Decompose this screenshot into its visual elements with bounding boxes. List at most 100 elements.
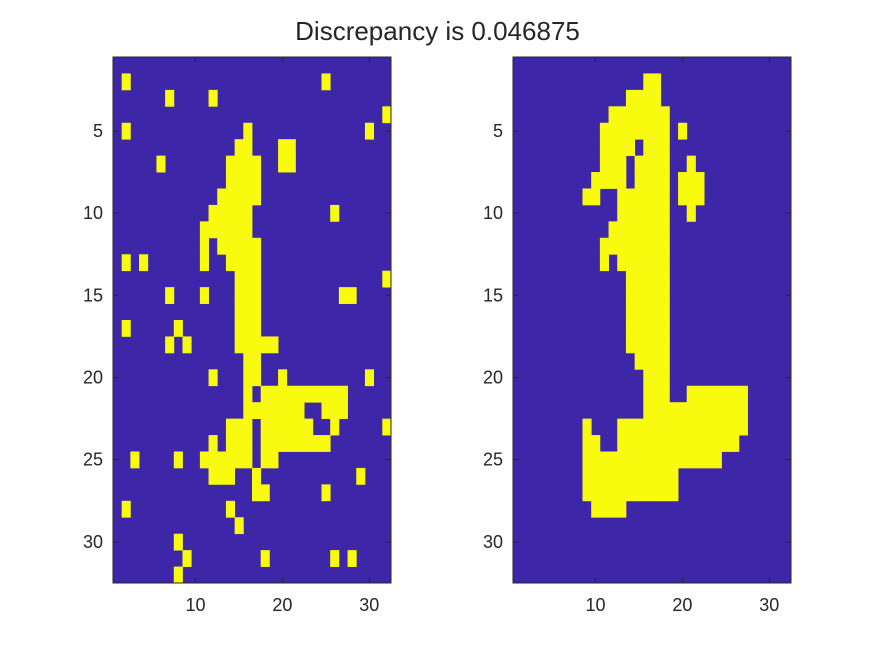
heatmap-cell (686, 204, 696, 222)
heatmap-cell (625, 89, 662, 107)
y-tick-label: 25 (483, 450, 503, 470)
heatmap-cell (225, 500, 236, 518)
heatmap-cell (338, 287, 357, 304)
y-tick-label: 20 (83, 368, 103, 388)
heatmap-cell (156, 155, 166, 173)
heatmap-cell (234, 270, 262, 288)
right-axes-frame (512, 56, 792, 584)
heatmap-cell (182, 336, 192, 354)
heatmap-cell (208, 89, 218, 107)
x-tick-label: 30 (359, 595, 379, 615)
heatmap-cell (225, 418, 253, 436)
heatmap-cell (243, 369, 262, 387)
heatmap-cell (617, 418, 748, 436)
heatmap-cell (625, 270, 670, 288)
heatmap-cell (260, 451, 279, 469)
heatmap-cell (260, 550, 270, 567)
heatmap-cell (252, 484, 270, 502)
heatmap-cell (582, 484, 679, 502)
heatmap-cell (582, 435, 601, 452)
heatmap-cell (121, 320, 131, 337)
heatmap-cell (121, 500, 131, 518)
y-tick-label: 25 (83, 450, 103, 470)
right-heatmap-cells (582, 73, 748, 518)
heatmap-cell (260, 418, 314, 436)
heatmap-cell (278, 155, 296, 173)
heatmap-cell (234, 139, 253, 157)
heatmap-cell (243, 402, 305, 420)
heatmap-cell (321, 73, 331, 91)
heatmap-cell (617, 435, 740, 452)
y-tick-label: 5 (93, 121, 103, 141)
heatmap-cell (208, 204, 253, 222)
heatmap-cell (686, 155, 696, 173)
heatmap-cell (217, 188, 262, 206)
heatmap-cell (643, 385, 670, 403)
y-tick-label: 10 (483, 203, 503, 223)
heatmap-cell (121, 122, 131, 140)
heatmap-cell (234, 517, 244, 535)
heatmap-cell (165, 89, 175, 107)
heatmap-cell (165, 336, 175, 354)
heatmap-cell (165, 287, 175, 304)
heatmap-cell (608, 106, 670, 124)
heatmap-cell (243, 385, 253, 403)
heatmap-cell (625, 287, 670, 304)
heatmap-cell (582, 451, 722, 469)
heatmap-cell (582, 418, 592, 436)
heatmap-cell (234, 320, 262, 337)
heatmap-cell (199, 254, 209, 272)
left-heatmap-cells (121, 73, 392, 584)
y-tick-label: 15 (83, 285, 103, 305)
x-tick-label: 20 (672, 595, 692, 615)
x-tick-label: 20 (272, 595, 292, 615)
y-tick-label: 20 (483, 368, 503, 388)
heatmap-cell (625, 303, 670, 321)
heatmap-cell (260, 385, 348, 403)
heatmap-cell (625, 336, 670, 354)
heatmap-cell (260, 435, 331, 452)
heatmap-cell (199, 287, 209, 304)
heatmap-cell (173, 533, 183, 551)
left-heatmap-panel: 10 20 30 5 10 15 20 25 30 (83, 56, 392, 615)
heatmap-cell (356, 467, 366, 485)
heatmap-cell (278, 369, 288, 387)
heatmap-cell (234, 287, 262, 304)
heatmap-cell (173, 320, 183, 337)
heatmap-cell (199, 221, 253, 239)
heatmap-cell (225, 172, 262, 189)
heatmap-cell (199, 451, 253, 469)
y-tick-label: 30 (483, 532, 503, 552)
heatmap-cell (364, 122, 375, 140)
heatmap-cell (643, 369, 670, 387)
heatmap-cell (382, 418, 392, 436)
heatmap-cell (634, 155, 670, 173)
heatmap-cell (599, 139, 636, 157)
heatmap-cell (225, 435, 253, 452)
heatmap-cell (617, 204, 670, 222)
heatmap-cell (234, 336, 279, 354)
heatmap-cell (643, 402, 748, 420)
x-tick-label: 30 (759, 595, 779, 615)
heatmap-cell (634, 172, 670, 189)
heatmap-cell (234, 303, 262, 321)
heatmap-cell (243, 122, 253, 140)
heatmap-cell (608, 221, 670, 239)
heatmap-cell (121, 254, 131, 272)
heatmap-cell (617, 188, 670, 206)
heatmap-cell (139, 254, 149, 272)
heatmap-cell (217, 237, 262, 255)
figure-title: Discrepancy is 0.046875 (295, 16, 580, 46)
heatmap-cell (225, 254, 262, 272)
heatmap-cell (591, 500, 627, 518)
heatmap-cell (625, 320, 670, 337)
heatmap-cell (686, 385, 748, 403)
heatmap-cell (199, 237, 209, 255)
heatmap-cell (634, 352, 670, 370)
heatmap-cell (599, 254, 609, 272)
heatmap-cell (599, 155, 627, 173)
heatmap-cell (382, 106, 392, 124)
heatmap-cell (599, 122, 670, 140)
heatmap-cell (643, 139, 670, 157)
